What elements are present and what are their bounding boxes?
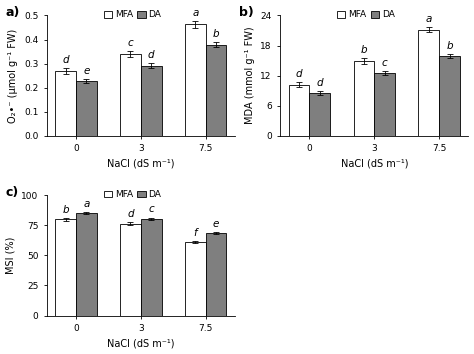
Text: a: a xyxy=(83,199,90,209)
Bar xyxy=(55,71,76,136)
Bar xyxy=(289,85,310,136)
Text: c: c xyxy=(382,58,388,68)
X-axis label: NaCl (dS m⁻¹): NaCl (dS m⁻¹) xyxy=(340,159,408,169)
Legend: MFA, DA: MFA, DA xyxy=(104,10,161,19)
Bar xyxy=(206,45,227,136)
Text: c: c xyxy=(148,205,154,215)
Text: a): a) xyxy=(5,6,19,19)
Bar xyxy=(76,213,97,315)
Bar xyxy=(120,223,141,315)
Text: c): c) xyxy=(5,185,18,199)
Bar xyxy=(185,24,206,136)
Bar xyxy=(120,54,141,136)
Text: e: e xyxy=(213,219,219,229)
X-axis label: NaCl (dS m⁻¹): NaCl (dS m⁻¹) xyxy=(107,159,174,169)
Text: d: d xyxy=(62,55,69,65)
Text: e: e xyxy=(83,66,90,76)
Bar xyxy=(55,219,76,315)
Bar xyxy=(141,219,162,315)
Legend: MFA, DA: MFA, DA xyxy=(104,190,161,199)
Text: c: c xyxy=(128,38,133,48)
Text: a: a xyxy=(192,8,199,18)
Bar xyxy=(141,65,162,136)
Bar xyxy=(354,61,374,136)
Legend: MFA, DA: MFA, DA xyxy=(337,10,394,19)
Text: a: a xyxy=(426,14,432,24)
Bar xyxy=(310,93,330,136)
Text: d: d xyxy=(148,50,155,60)
Bar xyxy=(76,81,97,136)
Bar xyxy=(185,242,206,315)
Text: b: b xyxy=(62,205,69,215)
Bar xyxy=(374,73,395,136)
Bar xyxy=(206,233,227,315)
Text: d: d xyxy=(296,69,302,79)
Y-axis label: MSI (%): MSI (%) xyxy=(6,237,16,274)
Text: d: d xyxy=(127,209,134,219)
Y-axis label: O₂•⁻ (μmol g⁻¹ FW): O₂•⁻ (μmol g⁻¹ FW) xyxy=(9,29,18,123)
Y-axis label: MDA (mmol g⁻¹ FW): MDA (mmol g⁻¹ FW) xyxy=(245,27,255,125)
Text: b: b xyxy=(446,41,453,51)
X-axis label: NaCl (dS m⁻¹): NaCl (dS m⁻¹) xyxy=(107,338,174,348)
Text: b): b) xyxy=(239,6,254,19)
Bar xyxy=(419,29,439,136)
Text: b: b xyxy=(361,45,367,55)
Bar xyxy=(439,56,460,136)
Text: d: d xyxy=(317,78,323,88)
Text: f: f xyxy=(193,228,197,238)
Text: b: b xyxy=(213,29,219,39)
